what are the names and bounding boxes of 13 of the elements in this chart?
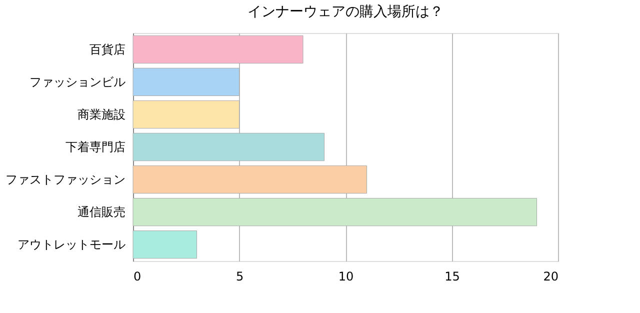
y-tick-label: アウトレットモール <box>18 238 126 252</box>
y-tick-label: 商業施設 <box>78 107 126 122</box>
x-tick-label: 0 <box>134 270 142 284</box>
y-tick-label: 通信販売 <box>78 205 126 220</box>
x-tick-label: 10 <box>338 270 354 284</box>
y-tick-label: 下着専門店 <box>66 140 126 154</box>
x-tick-label: 5 <box>236 270 244 284</box>
y-tick-label: ファッションビル <box>30 74 126 89</box>
chart-title: インナーウェアの購入場所は？ <box>248 4 444 20</box>
y-tick-label: 百貨店 <box>90 42 126 56</box>
x-tick-label: 15 <box>444 270 460 284</box>
y-tick-label: ファストファッション <box>6 172 126 187</box>
x-tick-label: 20 <box>543 270 558 284</box>
